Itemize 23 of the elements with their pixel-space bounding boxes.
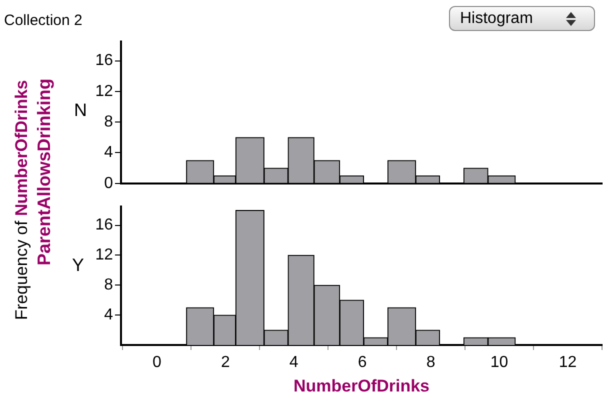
- text: Histogram: [460, 9, 533, 29]
- y-tick-label: 16: [95, 216, 114, 234]
- x-axis-title: NumberOfDrinks: [293, 376, 430, 396]
- text: ParentAllowsDrinking: [34, 78, 54, 266]
- y-axis-title: Y: [72, 254, 84, 276]
- x-tick-label: 2: [220, 354, 230, 372]
- y-tick-label: 0: [104, 174, 114, 192]
- y-tick-label: 8: [104, 276, 114, 294]
- y-tick-label: 4: [104, 306, 114, 324]
- y-axis-title: N: [74, 99, 87, 121]
- x-tick-label: 4: [289, 354, 298, 372]
- chart-title: Collection 2: [4, 12, 82, 30]
- x-tick-label: 0: [152, 354, 162, 372]
- y-tick-label: 16: [95, 52, 114, 70]
- text: Frequency of NumberOfDrinks: [12, 80, 31, 320]
- x-tick-label: 12: [558, 354, 577, 372]
- x-tick-label: 10: [490, 354, 508, 372]
- y-tick-label: 12: [95, 246, 114, 264]
- x-tick-label: 8: [426, 354, 436, 372]
- y-tick-label: 8: [104, 113, 114, 130]
- x-tick-label: 6: [358, 354, 367, 372]
- y-tick-label: 4: [104, 144, 114, 162]
- y-tick-label: 12: [95, 82, 114, 100]
